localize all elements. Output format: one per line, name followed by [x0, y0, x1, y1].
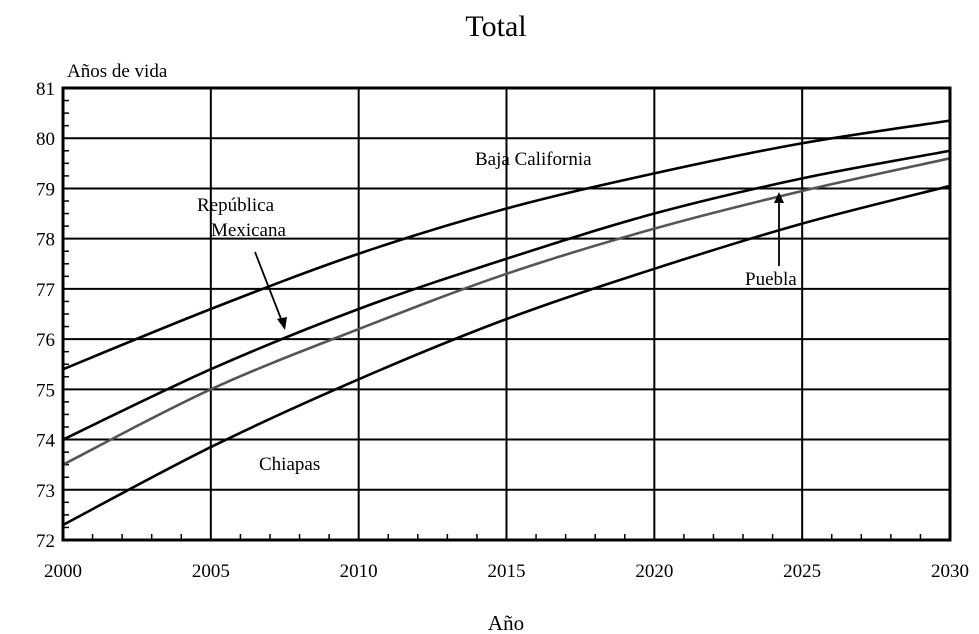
arrow-puebla-head	[774, 192, 784, 203]
series-lines	[62, 119, 951, 527]
annotation-puebla: Puebla	[745, 269, 797, 290]
series-line-chiapas	[62, 184, 951, 527]
arrow-republica	[254, 251, 284, 325]
arrow-republica-head	[277, 317, 287, 330]
plot-frame	[61, 86, 952, 542]
x-axis-label: Año	[488, 611, 524, 634]
y-tick-label: 78	[36, 230, 55, 251]
annotation-republica-line1: República	[197, 195, 275, 216]
x-tick-label: 2020	[635, 561, 673, 582]
annotation-republica-line2: Mexicana	[211, 220, 286, 241]
x-tick-label: 2030	[931, 561, 969, 582]
y-axis-label: Años de vida	[67, 61, 168, 82]
chart-title: Total	[465, 10, 526, 43]
y-tick-label: 74	[36, 431, 56, 452]
annotations: Baja California República Mexicana Puebl…	[197, 149, 797, 475]
x-tick-label: 2015	[488, 561, 526, 582]
tick-labels: 72 73 74 75 76 77 78 79 80 81 2000 2005 2010 2015 2020…	[36, 79, 969, 582]
y-tick-label: 73	[36, 481, 55, 502]
y-tick-label: 76	[36, 330, 55, 351]
y-tick-label: 81	[36, 79, 55, 100]
y-tick-label: 80	[36, 129, 55, 150]
series-line-baja-california	[62, 119, 951, 371]
y-tick-label: 75	[36, 380, 55, 401]
x-tick-label: 2025	[783, 561, 821, 582]
y-tick-label: 77	[36, 280, 55, 301]
x-tick-label: 2000	[44, 561, 82, 582]
annotation-chiapas: Chiapas	[259, 454, 320, 475]
series-line-puebla	[62, 157, 951, 466]
y-tick-label: 72	[36, 531, 55, 552]
x-tick-label: 2005	[192, 561, 230, 582]
series-line-republica-mexicana	[62, 149, 951, 441]
x-tick-label: 2010	[340, 561, 378, 582]
y-tick-label: 79	[36, 179, 55, 200]
annotation-baja-california: Baja California	[475, 149, 592, 170]
